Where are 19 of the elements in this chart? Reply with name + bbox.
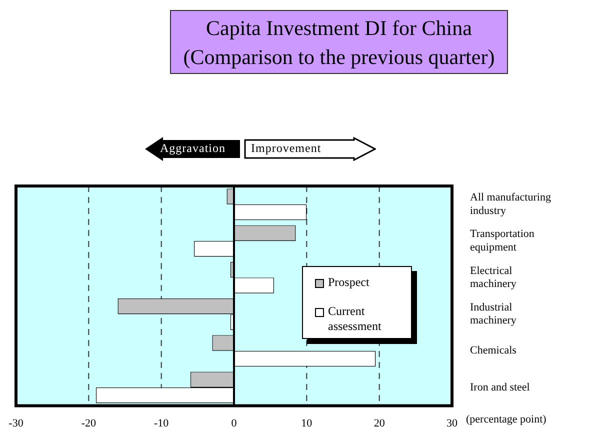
x-tick-label: -10 — [154, 417, 170, 430]
text: Aggravation — [160, 141, 226, 156]
legend-label: Prospect — [328, 275, 370, 290]
x-tick-label: -30 — [8, 417, 24, 430]
y-tick-label: All manufacturing industry — [470, 192, 552, 217]
y-tick-label: Transportation equipment — [470, 228, 535, 254]
y-tick-label: Iron and steel — [470, 381, 530, 394]
x-axis-title: (percentage point) — [466, 414, 547, 426]
y-tick-label: Industrial machinery — [470, 302, 517, 327]
y-tick-label: Electrical machinery — [470, 264, 517, 290]
y-tick-label: Chemicals — [470, 344, 516, 357]
text: Improvement — [251, 141, 322, 156]
x-tick-label: 30 — [446, 417, 458, 430]
chart-title: Capita Investment DI for China (Comparison to the previous quarter) — [170, 10, 508, 74]
legend-label: Current assessment — [328, 304, 382, 334]
x-tick-label: 10 — [301, 417, 313, 430]
x-tick-label: 0 — [231, 417, 238, 430]
x-tick-label: -20 — [81, 417, 96, 430]
x-tick-label: 20 — [374, 417, 386, 430]
